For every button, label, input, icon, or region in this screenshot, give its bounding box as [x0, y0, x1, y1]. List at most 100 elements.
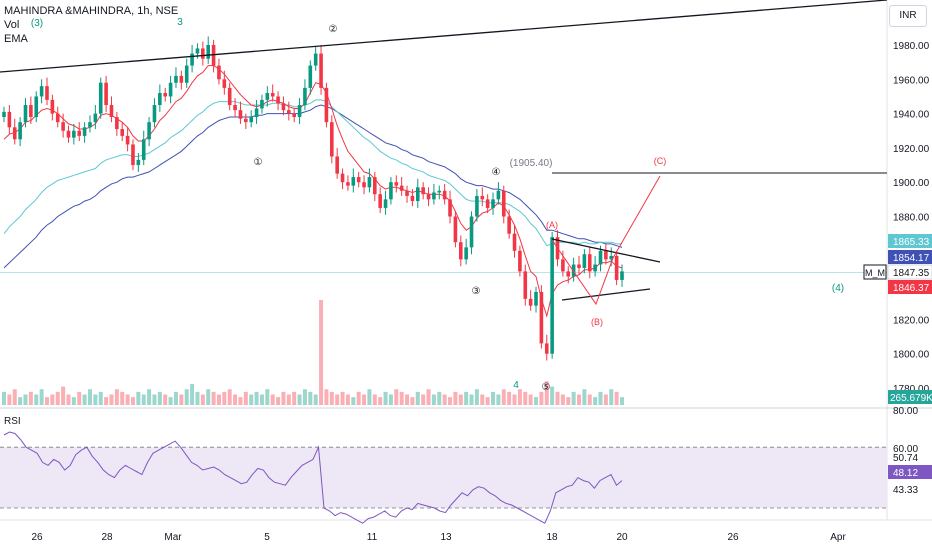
- candle-body: [222, 79, 227, 88]
- candle-body: [399, 185, 404, 191]
- candle-body: [373, 177, 377, 195]
- candle-body: [389, 182, 393, 200]
- candle-body: [303, 87, 307, 106]
- wave-label: ①: [254, 157, 263, 168]
- volume-bar: [82, 394, 87, 405]
- target-price-label: (1905.40): [510, 158, 553, 169]
- candle-body: [120, 129, 125, 136]
- candle-body: [356, 177, 361, 183]
- candle-body: [577, 264, 581, 268]
- volume-bar: [345, 394, 350, 405]
- candle-body: [453, 216, 458, 243]
- rsi-line: [3, 431, 623, 524]
- volume-bar: [480, 394, 485, 405]
- candle-body: [324, 87, 329, 123]
- volume-bar: [292, 391, 297, 405]
- volume-bar: [216, 394, 221, 405]
- volume-bar: [308, 391, 313, 405]
- volume-bar: [501, 389, 506, 405]
- volume-bar: [313, 394, 318, 405]
- volume-bar: [555, 391, 560, 405]
- candle-body: [281, 103, 286, 111]
- wave-label: ③: [472, 286, 481, 297]
- candle-body: [174, 75, 178, 83]
- candle-body: [206, 45, 211, 59]
- volume-bar: [405, 394, 410, 405]
- candle-body: [249, 117, 253, 123]
- price-badge-text: 1854.17: [893, 253, 930, 264]
- volume-bar: [614, 391, 619, 405]
- candle-body: [464, 247, 468, 260]
- time-tick-label: 20: [616, 532, 628, 543]
- chart-header: MAHINDRA &MAHINDRA, 1h, NSE Vol EMA: [4, 4, 178, 46]
- volume-bar: [227, 389, 232, 405]
- ema-indicator-label[interactable]: EMA: [4, 33, 28, 45]
- candle-body: [238, 110, 243, 119]
- candle-body: [115, 117, 119, 130]
- volume-bar: [539, 391, 544, 405]
- price-tick-label: 1880.00: [893, 213, 930, 224]
- candle-body: [254, 108, 259, 118]
- volume-bar: [254, 391, 259, 405]
- volume-bar: [206, 389, 211, 405]
- symbol-title[interactable]: MAHINDRA &MAHINDRA, 1h, NSE: [4, 5, 179, 17]
- candle-body: [179, 75, 184, 83]
- volume-bar: [372, 394, 377, 405]
- volume-bar: [276, 397, 281, 405]
- vol-indicator-label[interactable]: Vol: [4, 19, 20, 31]
- candle-body: [147, 122, 151, 140]
- volume-bar: [61, 386, 66, 405]
- rsi-tick-5074: 50.74: [893, 453, 918, 464]
- candle-body: [614, 255, 619, 280]
- volume-bar: [496, 394, 501, 405]
- candle-body: [507, 216, 511, 234]
- volume-bar: [335, 394, 340, 405]
- volume-bar: [356, 391, 361, 405]
- volume-bar: [270, 394, 275, 405]
- candle-body: [201, 48, 205, 59]
- price-tick-label: 1940.00: [893, 110, 930, 121]
- volume-bar: [157, 391, 162, 405]
- rsi-indicator-label[interactable]: RSI: [4, 416, 21, 427]
- candle-body: [184, 65, 189, 83]
- candle-body: [604, 250, 608, 260]
- candle-body: [534, 291, 538, 306]
- candle-body: [72, 130, 76, 138]
- ema-slow-line: [3, 99, 622, 247]
- volume-bar: [297, 394, 302, 405]
- candle-body: [582, 254, 587, 268]
- price-tick-label: 1820.00: [893, 315, 930, 326]
- candle-body: [39, 86, 44, 97]
- candle-body: [550, 237, 554, 354]
- time-tick-label: 5: [264, 532, 270, 543]
- volume-bar: [120, 391, 125, 405]
- candle-body: [362, 182, 366, 188]
- candle-body: [383, 199, 388, 208]
- volume-bar: [238, 397, 243, 405]
- currency-button[interactable]: INR: [889, 5, 927, 27]
- candle-body: [518, 250, 522, 272]
- volume-bar: [367, 389, 372, 405]
- volume-bar: [464, 391, 469, 405]
- upper-trendline: [0, 0, 888, 73]
- candle-body: [34, 96, 39, 118]
- candle-body: [308, 65, 313, 88]
- volume-bar: [620, 397, 624, 405]
- candle-body: [217, 65, 221, 80]
- candle-body: [598, 250, 603, 265]
- candle-body: [394, 182, 399, 186]
- candle-body: [152, 105, 157, 123]
- triangle-lower-line: [561, 288, 651, 301]
- mm-tag-box: [863, 264, 887, 280]
- volume-bar: [125, 394, 130, 405]
- volume-bar: [603, 394, 608, 405]
- volume-bar: [168, 397, 173, 405]
- candle-body: [571, 264, 576, 277]
- candle-body: [528, 298, 533, 306]
- candle-body: [276, 96, 280, 104]
- price-tick-label: 1900.00: [893, 178, 930, 189]
- volume-bar: [560, 394, 565, 405]
- rsi-tick-60: 60.00: [893, 444, 918, 455]
- volume-bar: [302, 389, 307, 405]
